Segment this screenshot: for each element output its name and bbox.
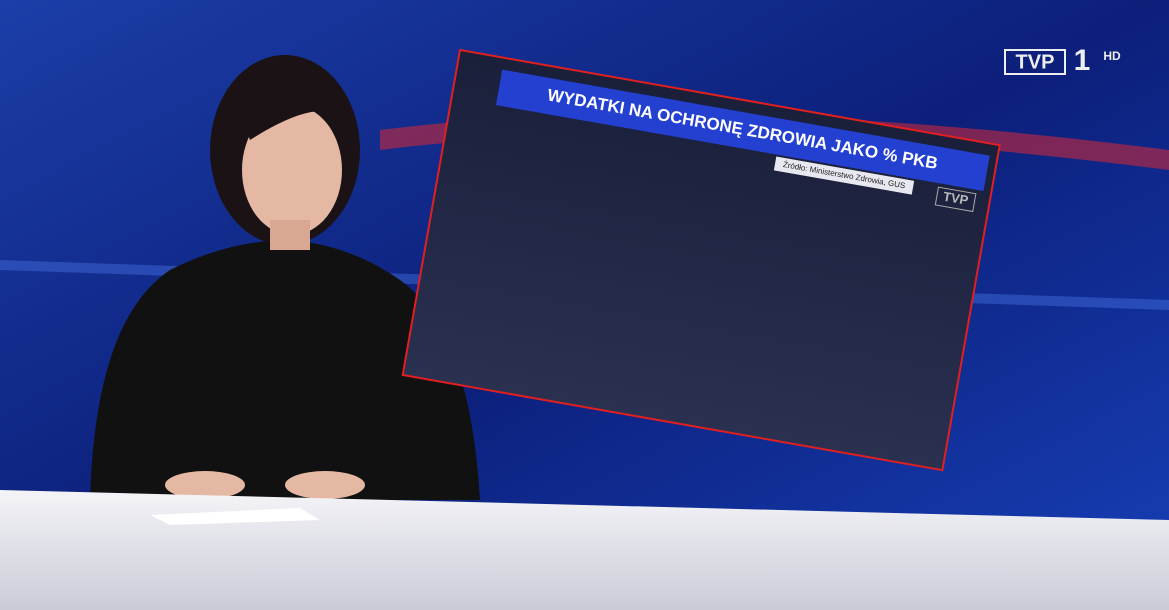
presenter-hand: [165, 471, 245, 499]
presenter-body: [90, 240, 480, 500]
presenter-neck: [270, 220, 310, 250]
logo-box: [1004, 49, 1066, 75]
source-band: [773, 156, 915, 195]
paper: [150, 508, 320, 525]
logo-channel: TVP: [1016, 51, 1055, 73]
channel-logo: TVP 1 HD: [1004, 44, 1121, 77]
logo-quality: HD: [1103, 49, 1121, 63]
chart-watermark: TVP: [942, 189, 970, 208]
watermark-box: [934, 186, 977, 213]
title-band: [495, 69, 990, 192]
presenter-hand: [285, 471, 365, 499]
presenter-hair: [240, 92, 345, 140]
presenter-face: [242, 105, 342, 235]
logo-number: 1: [1074, 44, 1091, 77]
